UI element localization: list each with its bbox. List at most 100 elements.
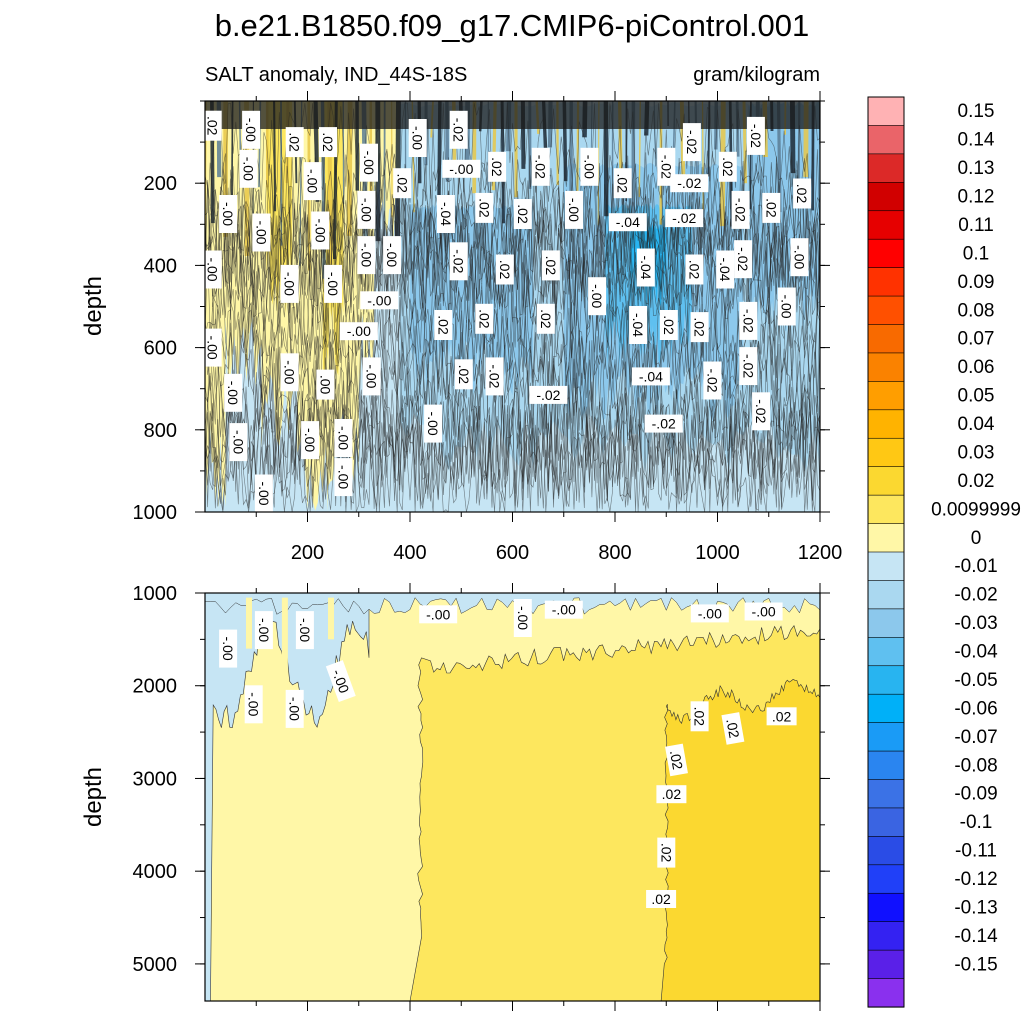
contour-label: .00 <box>316 369 335 400</box>
colorbar-label: 0.03 <box>958 443 995 464</box>
contour-label-box <box>360 291 399 310</box>
contour-label-text: .02 <box>662 786 682 802</box>
contour-label-text: .02 <box>651 891 671 907</box>
contour-label-box <box>449 110 468 149</box>
contour-label-box <box>690 604 729 623</box>
colorbar-label: -0.15 <box>954 954 997 975</box>
contour-label-box <box>665 743 688 777</box>
contour-label-box <box>565 190 583 229</box>
contour-label-box <box>436 195 455 233</box>
contour-label-text: .02 <box>538 309 554 329</box>
contour-label-text: .02 <box>686 260 702 280</box>
colorbar-swatch <box>867 324 905 354</box>
contour-label-text: .02 <box>456 365 472 385</box>
contour-label: -.00 <box>424 404 443 443</box>
colorbar-swatch <box>867 551 905 582</box>
y-tick-label: 200 <box>144 173 177 195</box>
contour-label-box <box>544 600 583 619</box>
contour-label: -.00 <box>744 602 783 621</box>
contour-label-text: -.00 <box>779 294 795 318</box>
contour-label: -.02 <box>531 147 550 186</box>
colorbar-swatch <box>867 466 905 496</box>
contour-label-box <box>442 159 481 178</box>
colorbar-swatch <box>867 210 905 240</box>
contour-label-box <box>280 264 299 303</box>
contour-label-text: .02 <box>661 315 677 335</box>
contour-label: .02 <box>475 192 494 223</box>
contour-label: -.00 <box>301 421 320 460</box>
contour-label: -.00 <box>357 236 376 275</box>
contour-label-text: -.02 <box>658 155 674 179</box>
contour-label-text: -.00 <box>410 126 426 150</box>
contour-label: .02 <box>393 168 412 199</box>
contour-label-text: -.00 <box>241 157 257 181</box>
contour-label-text: .02 <box>320 132 336 152</box>
contour-label: .02 <box>721 712 745 745</box>
contour-label: .02 <box>690 701 709 732</box>
contour-label-box <box>644 414 683 433</box>
colorbar-label: 0.1 <box>963 243 989 264</box>
colorbar-swatch <box>867 722 905 752</box>
contour-label-text: -.02 <box>451 118 467 142</box>
contour-label-text: -.00 <box>426 606 450 622</box>
contour-label: .02 <box>285 127 304 158</box>
colorbar-label: 0.11 <box>958 215 994 236</box>
contour-label-box <box>408 119 427 157</box>
colorbar-label: -0.03 <box>954 613 997 634</box>
contour-label: -.00 <box>219 195 238 233</box>
colorbar-swatch <box>867 949 905 980</box>
contour-label-box <box>229 423 248 462</box>
contour-label-box <box>301 421 320 460</box>
colorbar-swatch <box>867 494 905 525</box>
subtitle-left: SALT anomaly, IND_44S-18S <box>205 64 467 86</box>
colorbar-label: -0.06 <box>954 698 997 719</box>
contour-label-box <box>285 127 304 158</box>
colorbar-swatch <box>867 693 905 724</box>
contour-label: .02 <box>690 312 709 343</box>
y-tick-label: 1000 <box>133 502 178 524</box>
contour-label: -.02 <box>670 174 709 193</box>
contour-label-text: -.02 <box>740 354 756 378</box>
y-tick-label: 3000 <box>133 768 178 790</box>
contour-label-box <box>513 599 532 637</box>
upper-contour-line <box>205 190 820 297</box>
contour-label-text: -.00 <box>297 618 313 642</box>
subtitle-right: gram/kilogram <box>693 64 820 86</box>
colorbar-swatch <box>867 836 905 866</box>
contour-label: -.00 <box>777 287 796 326</box>
contour-label: -.02 <box>449 110 468 149</box>
contour-label: .02 <box>766 707 797 726</box>
contour-label: -.00 <box>513 599 532 637</box>
contour-label-text: -.02 <box>536 387 560 403</box>
contour-label-text: -.00 <box>752 604 776 620</box>
colorbar-label: 0.14 <box>958 130 995 151</box>
contour-label-text: -.04 <box>616 214 640 230</box>
contour-label-box <box>362 357 381 396</box>
contour-label: -.04 <box>636 248 655 287</box>
colorbar-frame <box>867 96 905 1008</box>
contour-label-text: .02 <box>489 157 505 177</box>
y-tick-label: 5000 <box>133 954 178 976</box>
colorbar-swatch <box>867 381 905 411</box>
contour-label: -.00 <box>244 685 263 724</box>
contour-label-box <box>766 707 797 726</box>
contour-label-text: -.00 <box>282 272 298 296</box>
contour-label: .02 <box>541 250 560 281</box>
contour-label-box <box>254 611 273 650</box>
contour-label-box <box>656 785 687 804</box>
colorbar-swatch <box>867 238 905 269</box>
colorbar-swatch <box>867 608 905 638</box>
x-tick-label: 1200 <box>798 542 843 564</box>
contour-label: -.02 <box>644 414 683 433</box>
x-tick-label: 800 <box>598 542 631 564</box>
contour-label-box <box>685 254 704 285</box>
contour-label-text: .02 <box>763 198 779 218</box>
contour-label-text: -.02 <box>672 210 696 226</box>
colorbar-swatch <box>867 125 905 155</box>
contour-label-box <box>716 250 735 289</box>
contour-label-text: .02 <box>658 843 674 863</box>
contour-label: .02 <box>659 310 678 340</box>
x-tick-label: 600 <box>496 542 529 564</box>
contour-label-text: -.00 <box>552 602 576 618</box>
